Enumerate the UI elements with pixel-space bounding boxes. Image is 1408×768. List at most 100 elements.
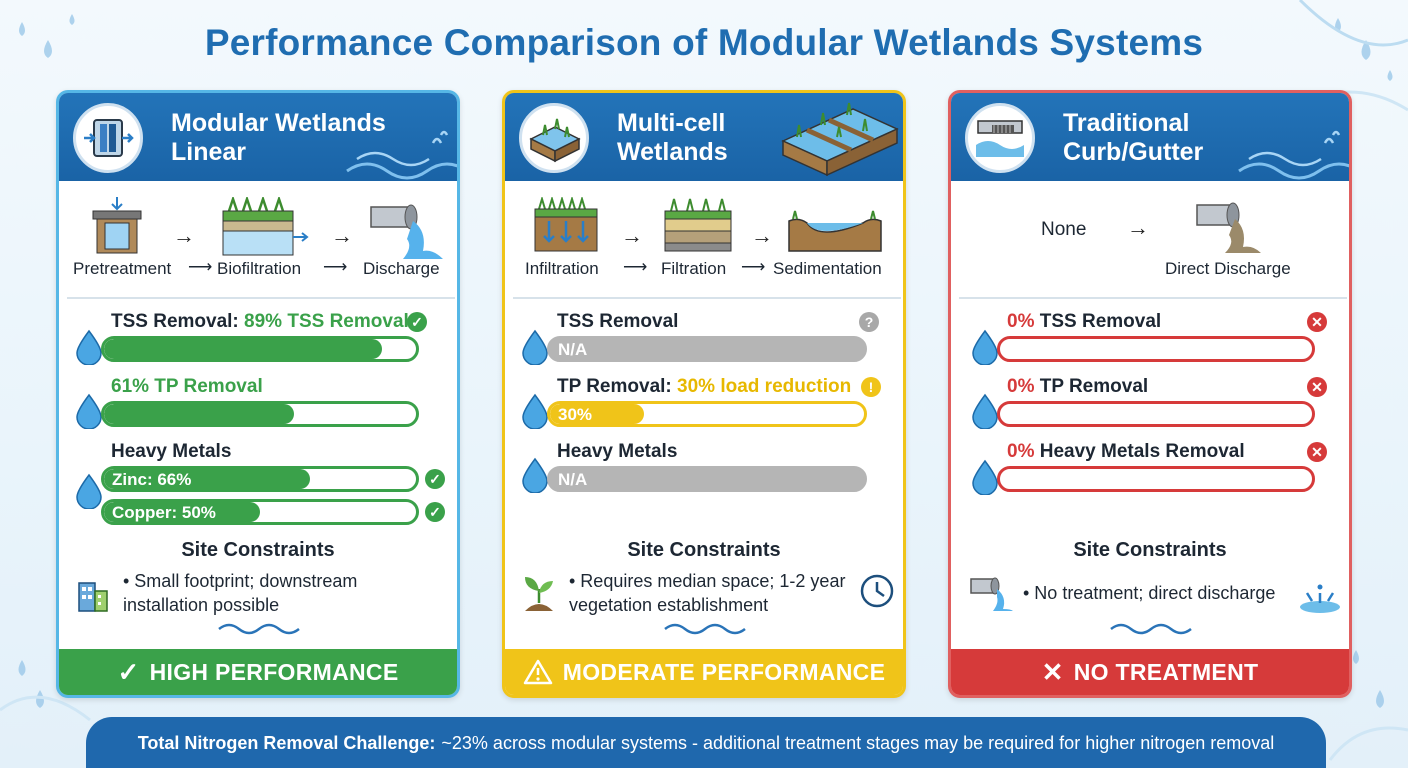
rating-banner: ✕ NO TREATMENT (951, 649, 1349, 695)
tp-label: TP Removal: 30% load reduction (557, 376, 851, 398)
water-drop-icon (522, 457, 548, 493)
tp-value: 30% load reduction (677, 376, 852, 397)
flow-label-infiltration: Infiltration (525, 259, 599, 278)
card-header: Multi-cell Wetlands (505, 93, 903, 181)
process-flow: → → Infiltration ⟶ Filtration ⟶ Sediment… (505, 189, 903, 293)
curb-gutter-icon (965, 103, 1035, 173)
site-constraints-text: • Requires median space; 1-2 year vegeta… (569, 571, 846, 615)
warning-icon (523, 659, 553, 685)
warning-icon: ! (861, 377, 881, 397)
tss-label: TSS Removal: 89% TSS Removal (111, 311, 409, 333)
building-icon (78, 582, 108, 612)
flow-label-pretreatment: Pretreatment (73, 259, 172, 278)
tss-label: TSS Removal (557, 311, 679, 332)
clock-icon (860, 574, 894, 608)
rating-label: NO TREATMENT (1073, 658, 1259, 685)
x-icon: ✕ (1307, 312, 1327, 332)
page-title: Performance Comparison of Modular Wetlan… (204, 22, 1204, 63)
arrow-icon: → (621, 223, 643, 248)
site-constraints-title: Site Constraints (1073, 539, 1227, 561)
copper-bar: Copper: 50% (101, 499, 419, 525)
card-modular-wetlands-linear: Modular Wetlands Linear → → (56, 90, 460, 698)
rating-label: HIGH PERFORMANCE (149, 658, 399, 685)
flow-label-discharge: Discharge (363, 259, 440, 278)
wave-icon (346, 130, 457, 180)
tp-prefix: TP Removal: (557, 376, 678, 397)
divider (513, 297, 901, 299)
zinc-bar: Zinc: 66% (101, 466, 419, 492)
banner-heading: Total Nitrogen Removal Challenge: (137, 732, 436, 753)
card-header: Modular Wetlands Linear (59, 93, 457, 181)
tp-text: TP Removal (1034, 376, 1149, 397)
rating-label: MODERATE PERFORMANCE (562, 658, 886, 685)
process-flow: → → Pretreatment ⟶ Biofiltration ⟶ Disch… (59, 189, 457, 293)
flow-label-none: None (1041, 219, 1087, 240)
metals-bar: N/A (547, 466, 867, 492)
arrow-icon: ⟶ (741, 257, 766, 276)
tss-value: N/A (558, 340, 588, 359)
tp-label: 61% TP Removal (111, 376, 263, 397)
check-icon: ✓ (407, 312, 427, 332)
biofiltration-icon (222, 197, 309, 256)
site-constraints-text: • Small footprint; downstream installati… (123, 571, 358, 615)
wave-icon (1238, 130, 1349, 180)
tp-label: 0% TP Removal (1007, 376, 1148, 398)
metals-label: Heavy Metals (111, 441, 232, 462)
flow-label-biofiltration: Biofiltration (217, 259, 302, 278)
copper-bar-fill (104, 502, 260, 522)
zero-value: 0% (1007, 311, 1035, 332)
rating-banner: MODERATE PERFORMANCE (505, 649, 903, 695)
card-title-line1: Traditional (1063, 109, 1190, 137)
water-drop-icon (972, 393, 998, 429)
infiltration-icon (534, 197, 598, 252)
arrow-icon: ⟶ (623, 257, 648, 276)
tss-bar-fill (104, 339, 382, 359)
tp-bar (997, 401, 1315, 427)
discharge-pipe-icon (370, 204, 443, 259)
card-traditional-curb-gutter: Traditional Curb/Gutter None → Direct Di… (948, 90, 1352, 698)
wave-divider (664, 623, 746, 635)
wave-divider (1110, 623, 1192, 635)
divider (67, 297, 455, 299)
water-drop-icon (972, 329, 998, 365)
copper-label: Copper: 50% (112, 503, 216, 522)
zinc-label: Zinc: 66% (112, 470, 192, 489)
check-icon: ✓ (425, 502, 445, 522)
rating-banner: ✓ HIGH PERFORMANCE (59, 649, 457, 695)
seedling-icon (525, 577, 553, 611)
tss-bar (997, 336, 1315, 362)
tss-text: TSS Removal (1034, 311, 1162, 332)
banner-text: ~23% across modular systems - additional… (441, 732, 1275, 753)
zinc-bar-fill (104, 469, 310, 489)
filter-unit-icon (73, 103, 143, 173)
question-icon: ? (859, 312, 879, 332)
site-constraints-text: • No treatment; direct discharge (1023, 583, 1276, 603)
wetland-cells-illustration (781, 102, 899, 177)
water-drop-icon (76, 393, 102, 429)
divider (959, 297, 1347, 299)
water-drop-icon (522, 329, 548, 365)
tp-bar (101, 401, 419, 427)
x-icon: ✕ (1041, 656, 1064, 687)
wave-divider (218, 623, 300, 635)
arrow-icon: ⟶ (188, 257, 213, 276)
tp-bar-label: 30% (558, 405, 593, 424)
pipe-outflow-icon (970, 577, 1013, 611)
flow-label-direct-discharge: Direct Discharge (1165, 259, 1291, 278)
splash-icon (1300, 584, 1340, 613)
filtration-icon (664, 198, 732, 252)
sedimentation-icon (788, 210, 882, 252)
metals-bar (997, 466, 1315, 492)
pretreatment-icon (92, 197, 142, 254)
card-title-line1: Multi-cell (617, 109, 726, 137)
zero-value: 0% (1007, 441, 1035, 462)
tss-bar: N/A (547, 336, 867, 362)
arrow-icon: ⟶ (323, 257, 348, 276)
tp-bar-fill (550, 404, 645, 424)
water-drop-icon (76, 329, 102, 365)
tss-prefix: TSS Removal: (111, 311, 245, 332)
card-title-line1: Modular Wetlands (171, 109, 386, 137)
water-drop-icon (76, 473, 102, 509)
arrow-icon: → (751, 223, 773, 248)
card-header: Traditional Curb/Gutter (951, 93, 1349, 181)
